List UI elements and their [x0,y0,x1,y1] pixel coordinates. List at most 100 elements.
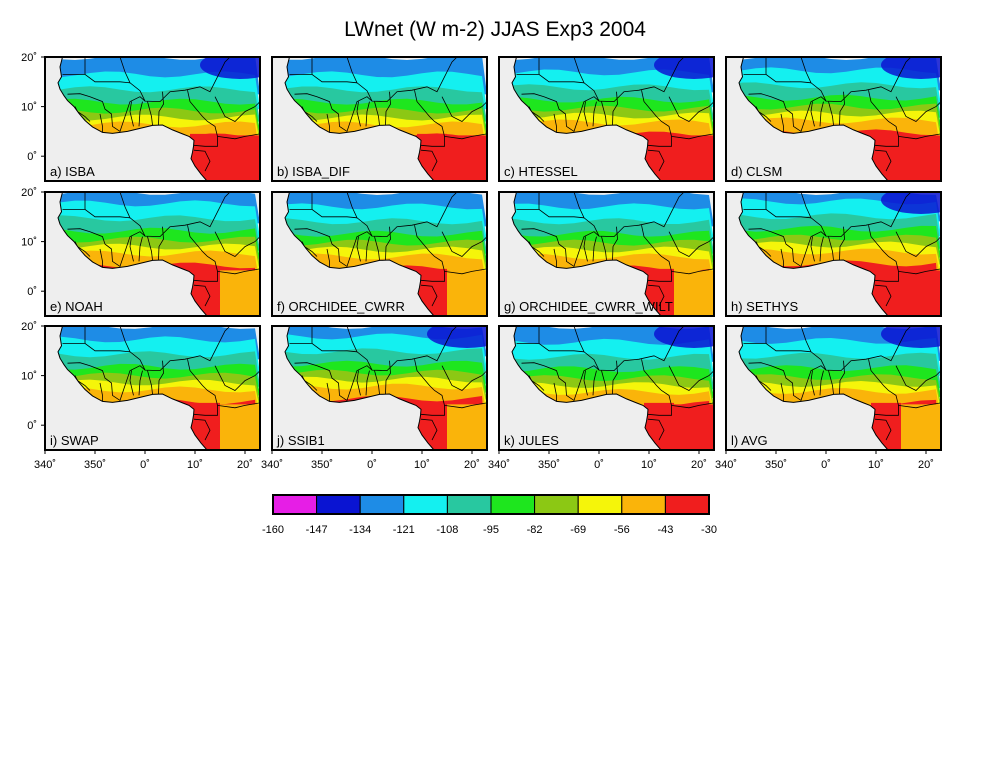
panel-label: l) AVG [731,433,768,448]
panel-label: e) NOAH [50,299,103,314]
lat-tick-label: 10˚ [21,371,37,383]
colorbar-segment [403,494,448,515]
coastline [284,56,488,182]
colorbar-tick-label: -134 [349,524,372,536]
map-panel: l) AVG 340˚ 350˚ 0˚ 10˚ 20˚ [715,325,942,471]
figure-title: LWnet (W m-2) JJAS Exp3 2004 [344,18,646,41]
country-borders [516,192,714,307]
map-panel: j) SSIB1 340˚ 350˚ 0˚ 10˚ 20˚ [261,325,488,471]
colorbar-tick-label: -121 [392,524,415,536]
lon-tick-label: 10˚ [641,459,657,471]
coastline [738,325,942,451]
lat-tick-label: 10˚ [21,102,37,114]
lon-tick-label: 350˚ [765,459,787,471]
coastline [738,191,942,317]
country-borders [289,57,487,172]
lon-tick-label: 340˚ [715,459,737,471]
colorbar-segment [359,494,405,515]
panel-frame [271,191,488,317]
lon-tick-label: 350˚ [538,459,560,471]
panel-label: g) ORCHIDEE_CWRR_WILT [504,299,673,314]
lon-tick-label: 0˚ [594,459,604,471]
panel-frame [271,56,488,182]
lat-tick-label: 20˚ [21,52,37,64]
lon-tick-label: 20˚ [237,459,253,471]
colorbar-tick-label: -95 [483,524,499,536]
lon-tick-label: 340˚ [488,459,510,471]
lon-tick-label: 350˚ [84,459,106,471]
coastline [738,56,942,182]
panel-label: c) HTESSEL [504,164,578,179]
panel-label: f) ORCHIDEE_CWRR [277,299,405,314]
land-field [739,326,941,450]
coastline [284,325,488,451]
country-borders [289,326,487,441]
country-borders [743,57,941,172]
colorbar-segment [272,494,318,515]
panel-label: i) SWAP [50,433,99,448]
colorbar-segment [534,494,579,515]
coastline [57,325,261,451]
lat-tick-label: 20˚ [21,321,37,333]
colorbar-tick-label: -43 [657,524,674,536]
panel-frame [498,325,715,451]
map-panel: d) CLSM [725,56,942,182]
colorbar-tick-label: -56 [613,524,630,536]
country-borders [743,326,941,441]
lon-tick-label: 10˚ [868,459,884,471]
map-panel: g) ORCHIDEE_CWRR_WILT [498,191,715,317]
country-borders [289,192,487,307]
lon-tick-label: 20˚ [464,459,480,471]
panel-label: k) JULES [504,433,559,448]
coastline [57,56,261,182]
lat-tick-label: 0˚ [27,286,37,298]
colorbar-tick-label: -160 [261,524,285,536]
panel-frame [725,191,942,317]
lon-tick-label: 20˚ [691,459,707,471]
colorbar-segment [446,494,492,515]
map-panel: k) JULES 340˚ 350˚ 0˚ 10˚ 20˚ [488,325,715,471]
colorbar-tick-label: -82 [526,524,543,536]
map-panel: h) SETHYS [725,191,942,317]
map-panel: i) SWAP 20˚ 10˚ 0˚ 340˚ 350˚ 0˚ 10˚ 20˚ [21,321,261,471]
lon-tick-label: 10˚ [414,459,430,471]
map-panel: e) NOAH 20˚ 10˚ 0˚ [21,187,261,317]
panel-frame [498,56,715,182]
coastline [284,191,488,317]
panel-frame [44,56,261,182]
panel-frame [725,56,942,182]
map-panels-grid: a) ISBA 20˚ 10˚ 0˚ b) ISBA_DIF c) HTESSEL d) C… [21,52,942,471]
panel-label: j) SSIB1 [276,433,325,448]
lon-tick-label: 10˚ [187,459,203,471]
colorbar-segment [577,494,623,515]
panel-frame [271,325,488,451]
lat-tick-label: 0˚ [27,420,37,432]
panel-label: a) ISBA [50,164,95,179]
coastline [511,325,715,451]
lon-tick-label: 0˚ [367,459,377,471]
colorbar-tick-label: -30 [701,524,717,536]
country-borders [62,57,260,172]
panel-frame [44,191,261,317]
colorbar-segment [664,494,710,515]
coastline [57,191,261,317]
lon-tick-label: 350˚ [311,459,333,471]
lat-tick-label: 20˚ [21,187,37,199]
colorbar-tick-label: -147 [305,524,328,536]
colorbar-frame [272,494,710,515]
panel-label: d) CLSM [731,164,782,179]
map-panel: b) ISBA_DIF [271,56,488,182]
lat-tick-label: 10˚ [21,237,37,249]
panel-frame [725,325,942,451]
country-borders [516,326,714,441]
lon-tick-label: 340˚ [261,459,283,471]
lat-tick-label: 0˚ [27,151,37,163]
panel-frame [44,325,261,451]
map-panel: f) ORCHIDEE_CWRR [271,191,488,317]
colorbar-tick-label: -69 [570,524,587,536]
lon-tick-label: 0˚ [140,459,150,471]
colorbar-segment [490,494,536,515]
colorbar-segment [621,494,666,515]
colorbar-tick-label: -108 [436,524,459,536]
panel-label: b) ISBA_DIF [277,164,350,179]
